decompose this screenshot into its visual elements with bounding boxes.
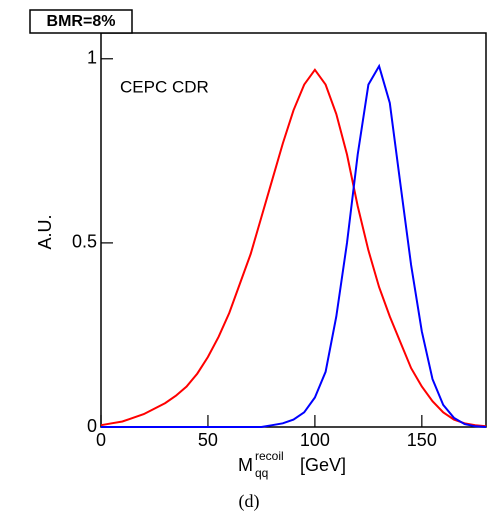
x-axis-label-sub: qq	[255, 466, 268, 480]
caption: (d)	[239, 491, 260, 512]
chart-title: BMR=8%	[47, 13, 116, 30]
plot-frame	[100, 32, 487, 428]
series-line	[100, 68, 487, 428]
series-line	[101, 63, 487, 428]
x-tick-label: 150	[407, 430, 437, 450]
x-tick-label: 50	[198, 430, 218, 450]
y-tick-label: 0.5	[72, 232, 97, 252]
annotation: CEPC CDR	[120, 77, 209, 96]
x-axis-label-unit: [GeV]	[300, 455, 346, 475]
x-axis-label: M	[238, 455, 253, 475]
y-tick-label: 0	[87, 416, 97, 436]
x-tick-label: 100	[300, 430, 330, 450]
y-axis-label: A.U.	[35, 214, 55, 249]
x-tick-label: 0	[96, 430, 106, 450]
x-axis-label-sup: recoil	[255, 449, 284, 463]
title-box	[29, 9, 133, 34]
y-tick-label: 1	[87, 48, 97, 68]
